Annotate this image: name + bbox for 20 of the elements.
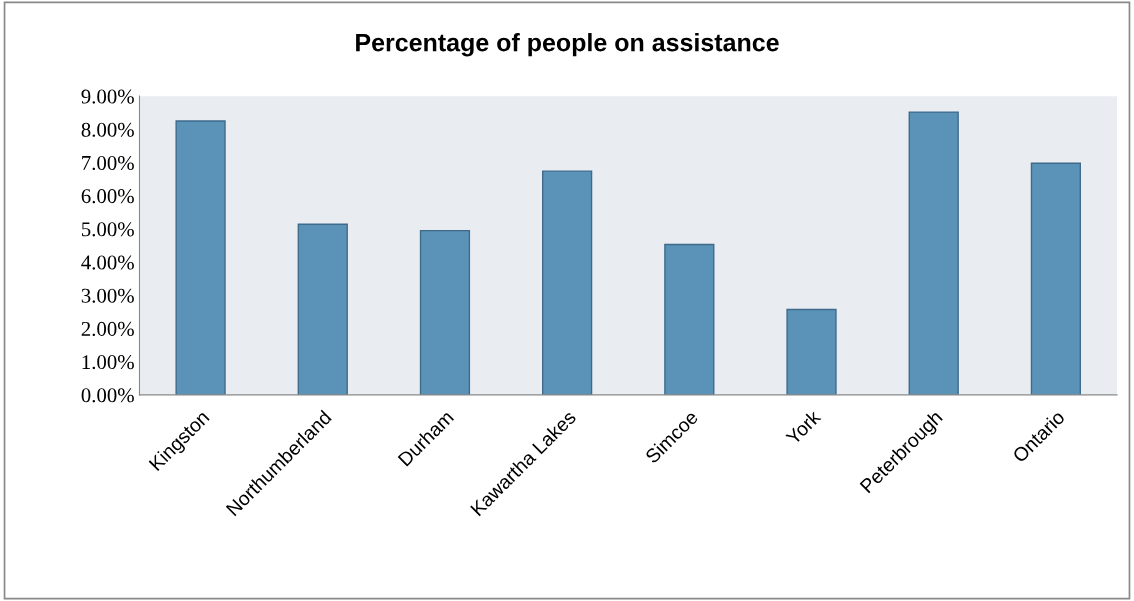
y-tick-label: 0.00%: [81, 388, 134, 403]
bar: [1030, 162, 1082, 395]
bar: [175, 120, 226, 395]
bar: [664, 243, 715, 395]
y-tick-label: 3.00%: [81, 288, 134, 303]
y-tick-label: 7.00%: [82, 155, 134, 171]
bar: [908, 111, 959, 395]
bar: [542, 170, 593, 395]
y-tick-label: 6.00%: [81, 189, 134, 204]
y-tick-label: 8.00%: [81, 122, 134, 137]
x-tick-label: York: [784, 408, 822, 446]
y-tick-label: 1.00%: [82, 355, 134, 370]
y-tick-label: 2.00%: [81, 321, 134, 336]
bar: [786, 308, 837, 395]
y-tick-label: 5.00%: [82, 222, 134, 237]
bar: [419, 229, 471, 395]
y-tick-label: 9.00%: [81, 89, 134, 104]
bar: [297, 223, 348, 395]
chart-title: Percentage of people on assistance: [356, 33, 779, 57]
y-tick-label: 4.00%: [81, 255, 134, 270]
